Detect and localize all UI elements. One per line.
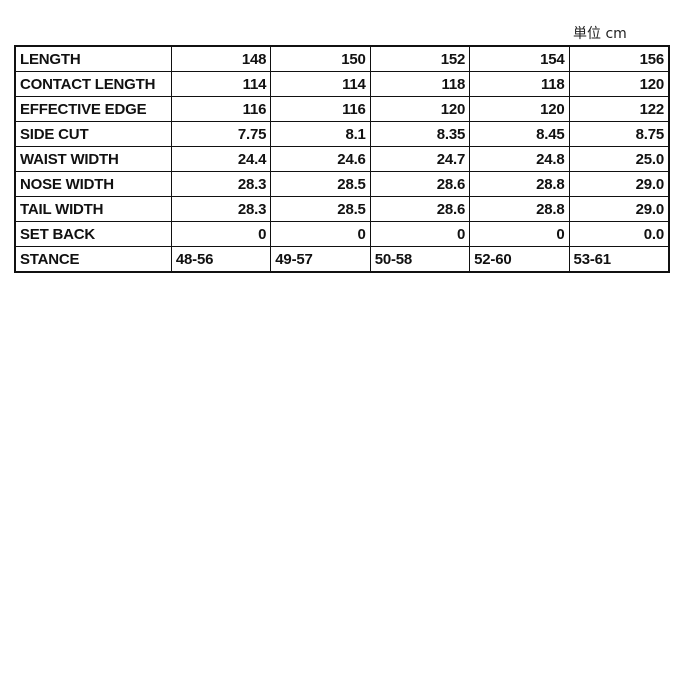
table-cell: 28.3 xyxy=(170,196,272,222)
table-cell: 24.4 xyxy=(170,146,272,172)
table-row: STANCE 48-56 49-57 50-58 52-60 53-61 xyxy=(14,246,670,273)
table-cell: 154 xyxy=(469,45,570,72)
table-row: WAIST WIDTH 24.4 24.6 24.7 24.8 25.0 xyxy=(14,146,670,172)
table-cell: 0 xyxy=(369,221,471,247)
table-cell: 120 xyxy=(568,71,670,97)
row-label: CONTACT LENGTH xyxy=(14,71,172,97)
table-cell: 49-57 xyxy=(270,246,371,273)
table-cell: 29.0 xyxy=(568,171,670,197)
table-cell: 28.5 xyxy=(270,171,371,197)
table-row: SIDE CUT 7.75 8.1 8.35 8.45 8.75 xyxy=(14,121,670,147)
row-label: NOSE WIDTH xyxy=(14,171,172,197)
table-cell: 48-56 xyxy=(170,246,272,273)
unit-label: 単位 cm xyxy=(573,26,627,42)
table-cell: 50-58 xyxy=(369,246,471,273)
table-cell: 24.7 xyxy=(369,146,471,172)
table-cell: 28.3 xyxy=(170,171,272,197)
table-row: LENGTH 148 150 152 154 156 xyxy=(14,45,670,72)
table-cell: 114 xyxy=(170,71,272,97)
row-label: EFFECTIVE EDGE xyxy=(14,96,172,122)
table-cell: 0.0 xyxy=(568,221,670,247)
table-cell: 7.75 xyxy=(170,121,272,147)
table-cell: 28.6 xyxy=(369,171,471,197)
table-cell: 28.5 xyxy=(270,196,371,222)
table-cell: 53-61 xyxy=(568,246,670,273)
table-cell: 148 xyxy=(170,45,272,72)
table-cell: 118 xyxy=(469,71,570,97)
table-cell: 25.0 xyxy=(568,146,670,172)
table-cell: 120 xyxy=(469,96,570,122)
table-cell: 118 xyxy=(369,71,471,97)
table-cell: 8.35 xyxy=(369,121,471,147)
table-cell: 52-60 xyxy=(469,246,570,273)
table-cell: 120 xyxy=(369,96,471,122)
table-cell: 8.1 xyxy=(270,121,371,147)
table-cell: 8.75 xyxy=(568,121,670,147)
table-cell: 24.8 xyxy=(469,146,570,172)
row-label: TAIL WIDTH xyxy=(14,196,172,222)
table-cell: 29.0 xyxy=(568,196,670,222)
table-cell: 116 xyxy=(270,96,371,122)
table-row: CONTACT LENGTH 114 114 118 118 120 xyxy=(14,71,670,97)
row-label: LENGTH xyxy=(14,45,172,72)
table-cell: 150 xyxy=(270,45,371,72)
table-cell: 28.8 xyxy=(469,171,570,197)
table-row: EFFECTIVE EDGE 116 116 120 120 122 xyxy=(14,96,670,122)
table-cell: 152 xyxy=(369,45,471,72)
table-cell: 156 xyxy=(568,45,670,72)
table-cell: 0 xyxy=(270,221,371,247)
table-cell: 114 xyxy=(270,71,371,97)
table-cell: 116 xyxy=(170,96,272,122)
table-row: TAIL WIDTH 28.3 28.5 28.6 28.8 29.0 xyxy=(14,196,670,222)
row-label: SIDE CUT xyxy=(14,121,172,147)
table-cell: 24.6 xyxy=(270,146,371,172)
table-cell: 8.45 xyxy=(469,121,570,147)
table-cell: 122 xyxy=(568,96,670,122)
row-label: STANCE xyxy=(14,246,172,273)
table-cell: 28.8 xyxy=(469,196,570,222)
row-label: WAIST WIDTH xyxy=(14,146,172,172)
spec-table: LENGTH 148 150 152 154 156 CONTACT LENGTH 114 11… xyxy=(14,45,670,273)
table-row: SET BACK 0 0 0 0 0.0 xyxy=(14,221,670,247)
table-row: NOSE WIDTH 28.3 28.5 28.6 28.8 29.0 xyxy=(14,171,670,197)
table-cell: 28.6 xyxy=(369,196,471,222)
table-cell: 0 xyxy=(469,221,570,247)
row-label: SET BACK xyxy=(14,221,172,247)
table-cell: 0 xyxy=(170,221,272,247)
